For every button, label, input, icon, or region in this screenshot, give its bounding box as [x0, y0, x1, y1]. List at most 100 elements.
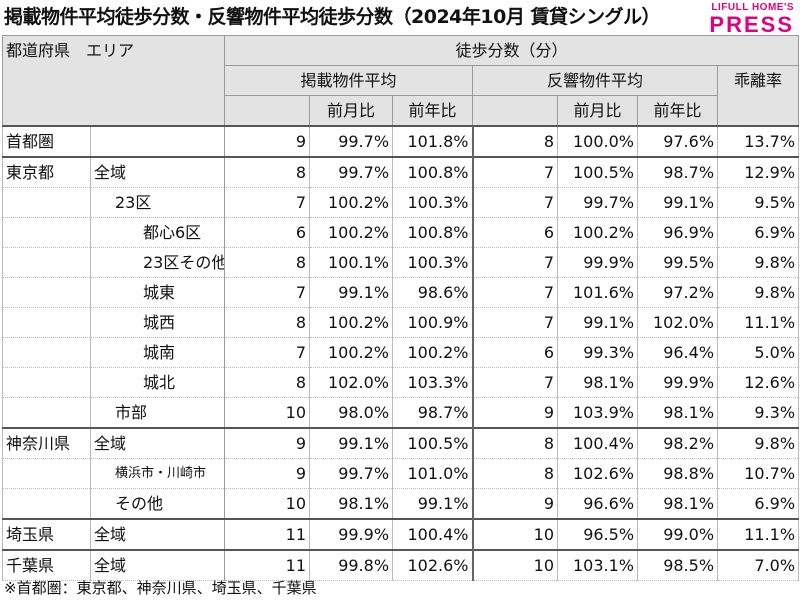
listed-mom-cell: 98.1% — [309, 488, 394, 520]
response-minutes-cell: 7 — [472, 156, 559, 188]
pref-cell — [2, 488, 91, 520]
area-cell: その他 — [89, 488, 226, 520]
header-listed: 掲載物件平均 — [224, 65, 474, 96]
area-cell: 市部 — [89, 397, 226, 429]
listed-yoy-cell: 100.8% — [392, 217, 474, 248]
divergence-cell: 9.8% — [717, 427, 800, 459]
area-cell: 全域 — [89, 427, 226, 459]
listed-yoy-cell: 100.9% — [392, 307, 474, 338]
area-cell: 全域 — [89, 156, 226, 188]
divergence-cell: 9.8% — [717, 277, 800, 308]
response-mom-cell: 102.6% — [557, 458, 639, 489]
area-cell: 城南 — [89, 337, 226, 368]
table-row: 東京都 全域 8 99.7% 100.8% 7 100.5% 98.7% 12.9% — [2, 156, 800, 188]
response-minutes-cell: 10 — [472, 518, 559, 551]
divergence-cell: 6.9% — [717, 217, 800, 248]
listed-mom-cell: 99.7% — [309, 156, 394, 188]
area-cell: 城西 — [89, 307, 226, 338]
response-yoy-cell: 99.5% — [637, 247, 719, 278]
response-minutes-cell: 7 — [472, 277, 559, 308]
listed-minutes-cell: 8 — [224, 367, 311, 398]
header-response-yoy: 前年比 — [637, 95, 719, 127]
response-minutes-cell: 7 — [472, 187, 559, 218]
response-yoy-cell: 98.1% — [637, 397, 719, 429]
divergence-cell: 9.5% — [717, 187, 800, 218]
listed-minutes-cell: 6 — [224, 217, 311, 248]
response-yoy-cell: 98.2% — [637, 427, 719, 459]
response-minutes-cell: 6 — [472, 337, 559, 368]
listed-yoy-cell: 103.3% — [392, 367, 474, 398]
divergence-cell: 12.9% — [717, 156, 800, 188]
divergence-cell: 5.0% — [717, 337, 800, 368]
listed-mom-cell: 99.9% — [309, 518, 394, 551]
header-divergence: 乖離率 — [717, 65, 800, 127]
response-yoy-cell: 98.5% — [637, 549, 719, 581]
listed-yoy-cell: 100.8% — [392, 156, 474, 188]
response-mom-cell: 96.6% — [557, 488, 639, 520]
area-cell: 都心6区 — [89, 217, 226, 248]
response-yoy-cell: 99.1% — [637, 187, 719, 218]
table-row: 市部 10 98.0% 98.7% 9 103.9% 98.1% 9.3% — [2, 397, 800, 429]
listed-minutes-cell: 7 — [224, 277, 311, 308]
header-group: 徒歩分数（分） — [224, 35, 800, 66]
page-title: 掲載物件平均徒歩分数・反響物件平均徒歩分数（2024年10月 賃貸シングル） — [4, 6, 660, 28]
listed-mom-cell: 100.2% — [309, 187, 394, 218]
pref-cell: 東京都 — [2, 156, 91, 188]
response-minutes-cell: 6 — [472, 217, 559, 248]
response-mom-cell: 99.3% — [557, 337, 639, 368]
header-response: 反響物件平均 — [472, 65, 719, 96]
listed-yoy-cell: 100.4% — [392, 518, 474, 551]
listed-mom-cell: 99.1% — [309, 427, 394, 459]
table-row: 首都圏 9 99.7% 101.8% 8 100.0% 97.6% 13.7% — [2, 125, 800, 158]
table-row: 城西 8 100.2% 100.9% 7 99.1% 102.0% 11.1% — [2, 307, 800, 338]
listed-minutes-cell: 7 — [224, 187, 311, 218]
listed-yoy-cell: 100.3% — [392, 187, 474, 218]
response-minutes-cell: 9 — [472, 397, 559, 429]
response-mom-cell: 99.9% — [557, 247, 639, 278]
listed-yoy-cell: 101.8% — [392, 125, 474, 158]
pref-cell: 首都圏 — [2, 125, 91, 158]
table-row: 千葉県 全域 11 99.8% 102.6% 10 103.1% 98.5% 7.0% — [2, 549, 800, 581]
divergence-cell: 6.9% — [717, 488, 800, 520]
listed-yoy-cell: 98.6% — [392, 277, 474, 308]
table-row: 城東 7 99.1% 98.6% 7 101.6% 97.2% 9.8% — [2, 277, 800, 308]
response-mom-cell: 101.6% — [557, 277, 639, 308]
table-row: 23区その他 8 100.1% 100.3% 7 99.9% 99.5% 9.8% — [2, 247, 800, 278]
header-blank — [224, 95, 311, 127]
response-mom-cell: 100.0% — [557, 125, 639, 158]
listed-yoy-cell: 100.2% — [392, 337, 474, 368]
pref-cell: 埼玉県 — [2, 518, 91, 551]
listed-minutes-cell: 8 — [224, 307, 311, 338]
listed-mom-cell: 99.8% — [309, 549, 394, 581]
divergence-cell: 12.6% — [717, 367, 800, 398]
listed-yoy-cell: 100.3% — [392, 247, 474, 278]
pref-cell: 神奈川県 — [2, 427, 91, 459]
header-pref: 都道府県 — [6, 41, 71, 60]
listed-mom-cell: 99.7% — [309, 125, 394, 158]
response-minutes-cell: 10 — [472, 549, 559, 581]
table-row: 横浜市・川崎市 9 99.7% 101.0% 8 102.6% 98.8% 10.7% — [2, 458, 800, 489]
pref-cell — [2, 337, 91, 368]
area-cell: 23区 — [89, 187, 226, 218]
listed-mom-cell: 98.0% — [309, 397, 394, 429]
listed-mom-cell: 100.2% — [309, 307, 394, 338]
area-cell: 横浜市・川崎市 — [89, 458, 226, 489]
footnote: ※首都圏：東京都、神奈川県、埼玉県、千葉県 — [4, 579, 317, 597]
response-mom-cell: 100.4% — [557, 427, 639, 459]
header-corner: 都道府県 エリア — [1, 35, 226, 127]
listed-yoy-cell: 101.0% — [392, 458, 474, 489]
pref-cell — [2, 217, 91, 248]
listed-minutes-cell: 8 — [224, 247, 311, 278]
listed-yoy-cell: 100.5% — [392, 427, 474, 459]
response-minutes-cell: 8 — [472, 427, 559, 459]
response-mom-cell: 103.9% — [557, 397, 639, 429]
divergence-cell: 11.1% — [717, 518, 800, 551]
pref-cell — [2, 458, 91, 489]
area-cell: 全域 — [89, 518, 226, 551]
divergence-cell: 11.1% — [717, 307, 800, 338]
area-cell — [89, 125, 226, 158]
listed-mom-cell: 100.2% — [309, 217, 394, 248]
listed-minutes-cell: 10 — [224, 397, 311, 429]
logo-line1: LIFULL HOME'S — [711, 2, 794, 13]
response-minutes-cell: 7 — [472, 367, 559, 398]
